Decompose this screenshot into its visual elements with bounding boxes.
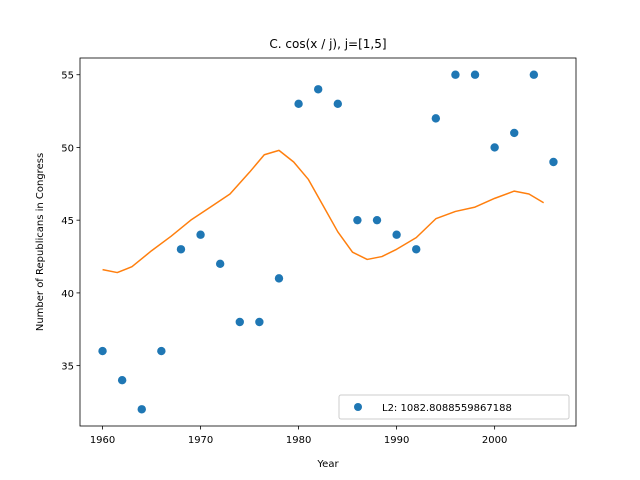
data-point <box>157 346 166 356</box>
data-point <box>470 70 480 79</box>
data-point <box>372 215 382 225</box>
y-tick-label: 35 <box>61 362 74 373</box>
x-tick-label: 1990 <box>384 435 409 446</box>
legend-marker <box>354 403 362 411</box>
data-point <box>451 70 460 79</box>
y-tick-label: 40 <box>61 289 74 300</box>
x-tick-label: 1980 <box>286 435 311 446</box>
data-point <box>274 274 284 283</box>
data-point <box>353 215 362 225</box>
data-point <box>313 85 323 94</box>
data-point <box>196 230 205 239</box>
data-point <box>510 128 519 138</box>
chart-title: C. cos(x / j), j=[1,5] <box>269 37 386 51</box>
x-tick-label: 1970 <box>188 435 213 446</box>
legend-box <box>338 394 570 420</box>
data-point <box>412 245 421 254</box>
data-point <box>98 346 107 356</box>
data-point <box>215 259 225 269</box>
data-point <box>294 99 303 109</box>
x-axis-label: Year <box>316 459 339 470</box>
y-axis-label: Number of Republicans in Congress <box>35 153 46 331</box>
fit-line <box>102 149 545 274</box>
data-point <box>117 375 127 385</box>
legend: L2: 1082.8088559867188 <box>338 394 570 420</box>
data-point <box>137 405 146 414</box>
data-point <box>392 230 401 239</box>
legend-label: L2: 1082.8088559867188 <box>382 403 512 414</box>
data-point <box>333 99 343 109</box>
data-point <box>176 245 186 254</box>
data-point <box>490 143 499 152</box>
x-tick-label: 2000 <box>482 435 507 446</box>
data-point <box>549 157 558 167</box>
data-point <box>529 70 539 79</box>
data-point <box>235 317 244 327</box>
x-tick-label: 1960 <box>90 435 115 446</box>
y-tick-label: 55 <box>61 71 74 82</box>
axes-frame <box>79 57 577 427</box>
data-point <box>431 114 441 123</box>
y-tick-label: 45 <box>61 216 74 227</box>
plot-area <box>98 70 558 414</box>
axis-ticks: 1960 1970 1980 1990 2000 35 40 45 50 55 <box>61 71 507 446</box>
y-tick-label: 50 <box>61 143 74 154</box>
data-point <box>255 317 264 327</box>
